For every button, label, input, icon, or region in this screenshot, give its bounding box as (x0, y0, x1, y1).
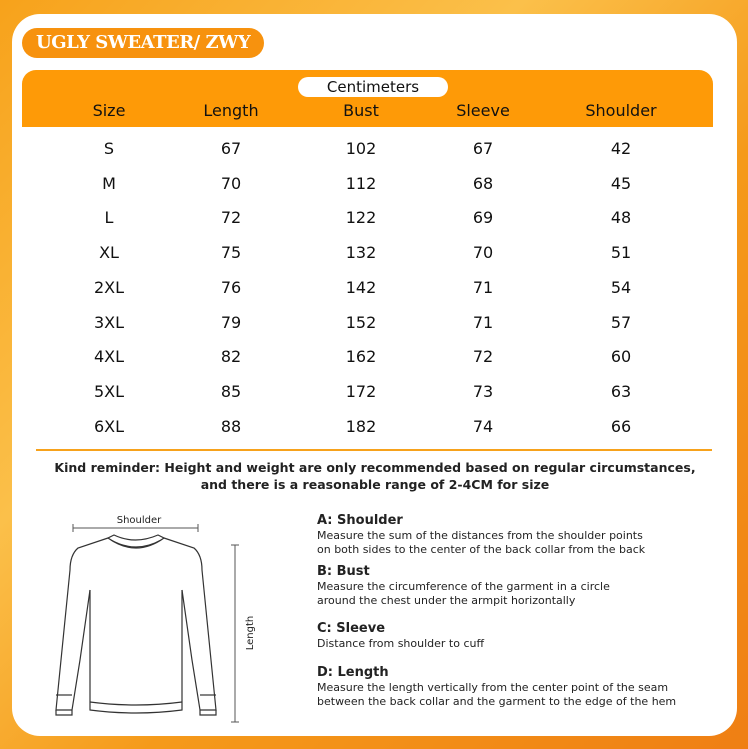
description-heading: C: Sleeve (317, 621, 386, 636)
table-cell: 69 (472, 208, 494, 228)
table-cell: 71 (472, 312, 494, 332)
description-item: B: Bust Measure the circumference of the … (317, 564, 737, 608)
description-text: on both sides to the center of the back … (317, 543, 646, 556)
table-cell: 45 (610, 173, 632, 193)
description-item: A: Shoulder Measure the sum of the distan… (317, 513, 737, 557)
table-cell: 122 (345, 208, 377, 228)
table-cell: 85 (220, 381, 242, 401)
column-header-length: Length (203, 101, 259, 120)
description-heading: A: Shoulder (317, 513, 403, 528)
table-cell: 2XL (93, 277, 125, 297)
table-cell: 60 (610, 347, 632, 367)
table-cell: 70 (472, 243, 494, 263)
table-cell: 5XL (93, 381, 125, 401)
size-chart-card (12, 14, 737, 736)
table-cell: XL (99, 243, 119, 263)
table-cell: 48 (610, 208, 632, 228)
table-cell: 72 (472, 347, 494, 367)
table-cell: 74 (472, 416, 494, 436)
table-cell: 75 (220, 243, 242, 263)
table-cell: 6XL (93, 416, 125, 436)
table-cell: 63 (610, 381, 632, 401)
column-header-size: Size (92, 101, 126, 120)
description-text: between the back collar and the garment … (317, 695, 677, 708)
table-cell: 71 (472, 277, 494, 297)
column-header-bust: Bust (343, 101, 379, 120)
table-cell: 162 (345, 347, 377, 367)
description-item: C: Sleeve Distance from shoulder to cuff (317, 621, 737, 651)
table-cell: 42 (610, 139, 632, 158)
table-cell: 79 (220, 312, 242, 332)
table-cell: 70 (220, 173, 242, 193)
table-cell: 76 (220, 277, 242, 297)
column-header-shoulder: Shoulder (585, 101, 657, 120)
table-cell: 66 (610, 416, 632, 436)
description-heading: D: Length (317, 665, 389, 680)
length-label: Length (245, 616, 256, 651)
description-text: Measure the circumference of the garment… (317, 580, 610, 593)
table-cell: 88 (220, 416, 242, 436)
table-cell: L (104, 208, 114, 228)
table-cell: S (103, 139, 115, 158)
table-cell: 3XL (93, 312, 125, 332)
table-cell: 142 (345, 277, 377, 297)
table-cell: 73 (472, 381, 494, 401)
product-title: UGLY SWEATER/ ZWY (22, 28, 265, 58)
column-header-sleeve: Sleeve (456, 101, 510, 120)
table-cell: M (102, 173, 116, 193)
table-cell: 51 (610, 243, 632, 263)
table-cell: 67 (220, 139, 242, 158)
table-cell: 54 (610, 277, 632, 297)
description-text: Measure the length vertically from the c… (317, 681, 669, 694)
table-cell: 57 (610, 312, 632, 332)
table-cell: 112 (345, 173, 377, 193)
sweater-diagram: Shoulder Length (55, 515, 256, 723)
table-cell: 4XL (93, 347, 125, 367)
table-cell: 152 (345, 312, 377, 332)
table-cell: 72 (220, 208, 242, 228)
shoulder-label: Shoulder (117, 515, 162, 526)
divider (36, 449, 712, 451)
description-heading: B: Bust (317, 564, 370, 579)
table-cell: 67 (472, 139, 494, 158)
table-cell: 82 (220, 347, 242, 367)
table-cell: 102 (345, 139, 377, 158)
table-cell: 132 (345, 243, 377, 263)
unit-label: Centimeters (298, 77, 448, 97)
kind-reminder: Kind reminder: Height and weight are onl… (54, 460, 696, 492)
description-item: D: Length Measure the length vertically f… (317, 665, 737, 709)
description-text: Distance from shoulder to cuff (317, 637, 485, 650)
table-cell: 182 (345, 416, 377, 436)
description-text: Measure the sum of the distances from th… (317, 529, 643, 542)
table-cell: 68 (472, 173, 494, 193)
table-cell: 172 (345, 381, 377, 401)
description-text: around the chest under the armpit horizo… (317, 594, 576, 607)
